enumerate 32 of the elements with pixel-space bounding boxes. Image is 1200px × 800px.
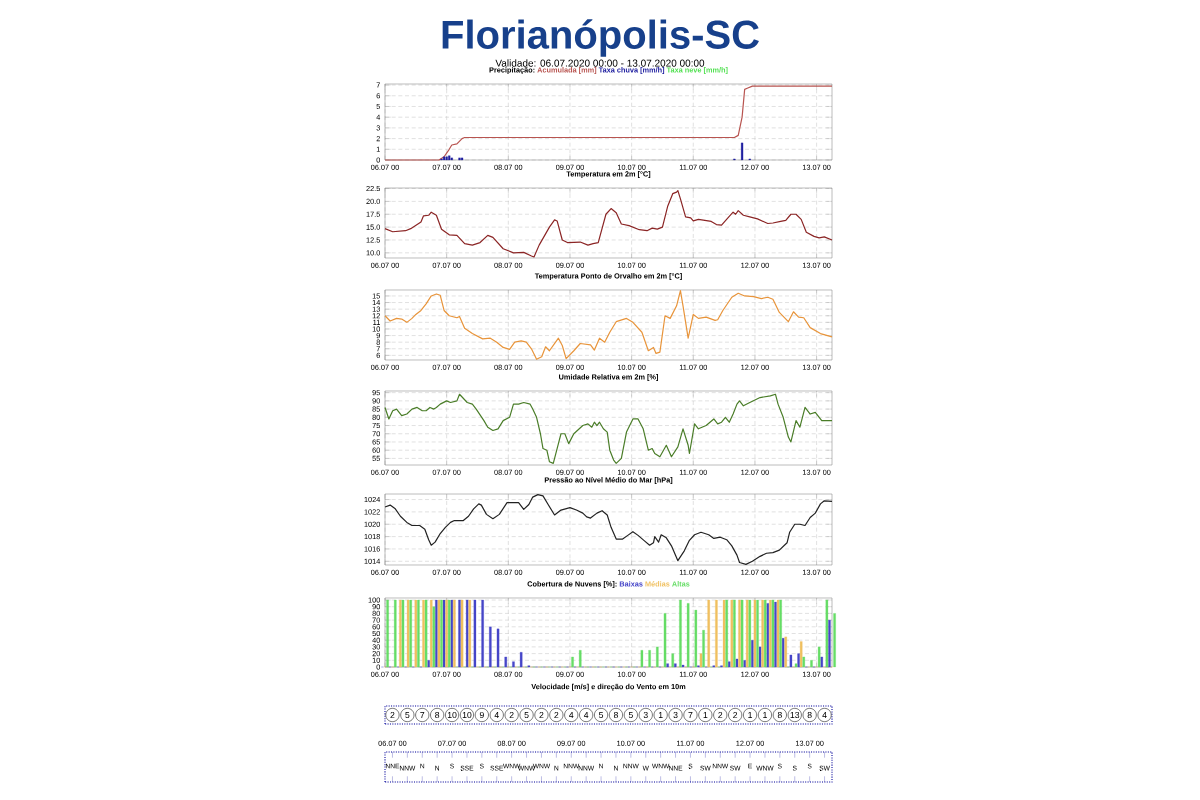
text: Florianópolis-SC: [442, 19, 759, 57]
data-label: 5: [628, 711, 633, 719]
data-label: 1: [658, 712, 663, 718]
data-label: 9: [479, 711, 484, 719]
data-label: 10: [462, 711, 472, 719]
data-label: 3: [673, 711, 678, 719]
data-label: 2: [509, 711, 514, 719]
data-label: 4: [494, 712, 499, 718]
data-label: 4: [583, 712, 589, 718]
data-label: 5: [405, 711, 410, 719]
data-label: 1: [763, 712, 767, 718]
data-label: 10: [447, 711, 457, 719]
data-label: 2: [733, 711, 738, 719]
data-label: 5: [524, 711, 529, 719]
data-label: 5: [599, 711, 604, 719]
data-label: 1: [703, 712, 708, 718]
data-label: 8: [613, 711, 618, 719]
data-label: 8: [777, 711, 782, 719]
data-label: 7: [420, 712, 425, 718]
data-label: 8: [435, 711, 440, 719]
data-label: 1: [748, 712, 753, 718]
data-label: 2: [539, 711, 544, 719]
data-label: 3: [643, 711, 648, 719]
data-label: 13: [790, 711, 800, 719]
data-label: 7: [688, 712, 693, 718]
data-label: 2: [554, 711, 559, 719]
text: Validade: 06.07.2020 00:00 - 13.07.2020 00:00: [495, 59, 705, 67]
data-label: 2: [390, 711, 395, 719]
data-label: 2: [718, 711, 723, 719]
data-label: 4: [569, 712, 574, 718]
data-label: 8: [807, 711, 812, 719]
data-label: 4: [822, 712, 827, 718]
